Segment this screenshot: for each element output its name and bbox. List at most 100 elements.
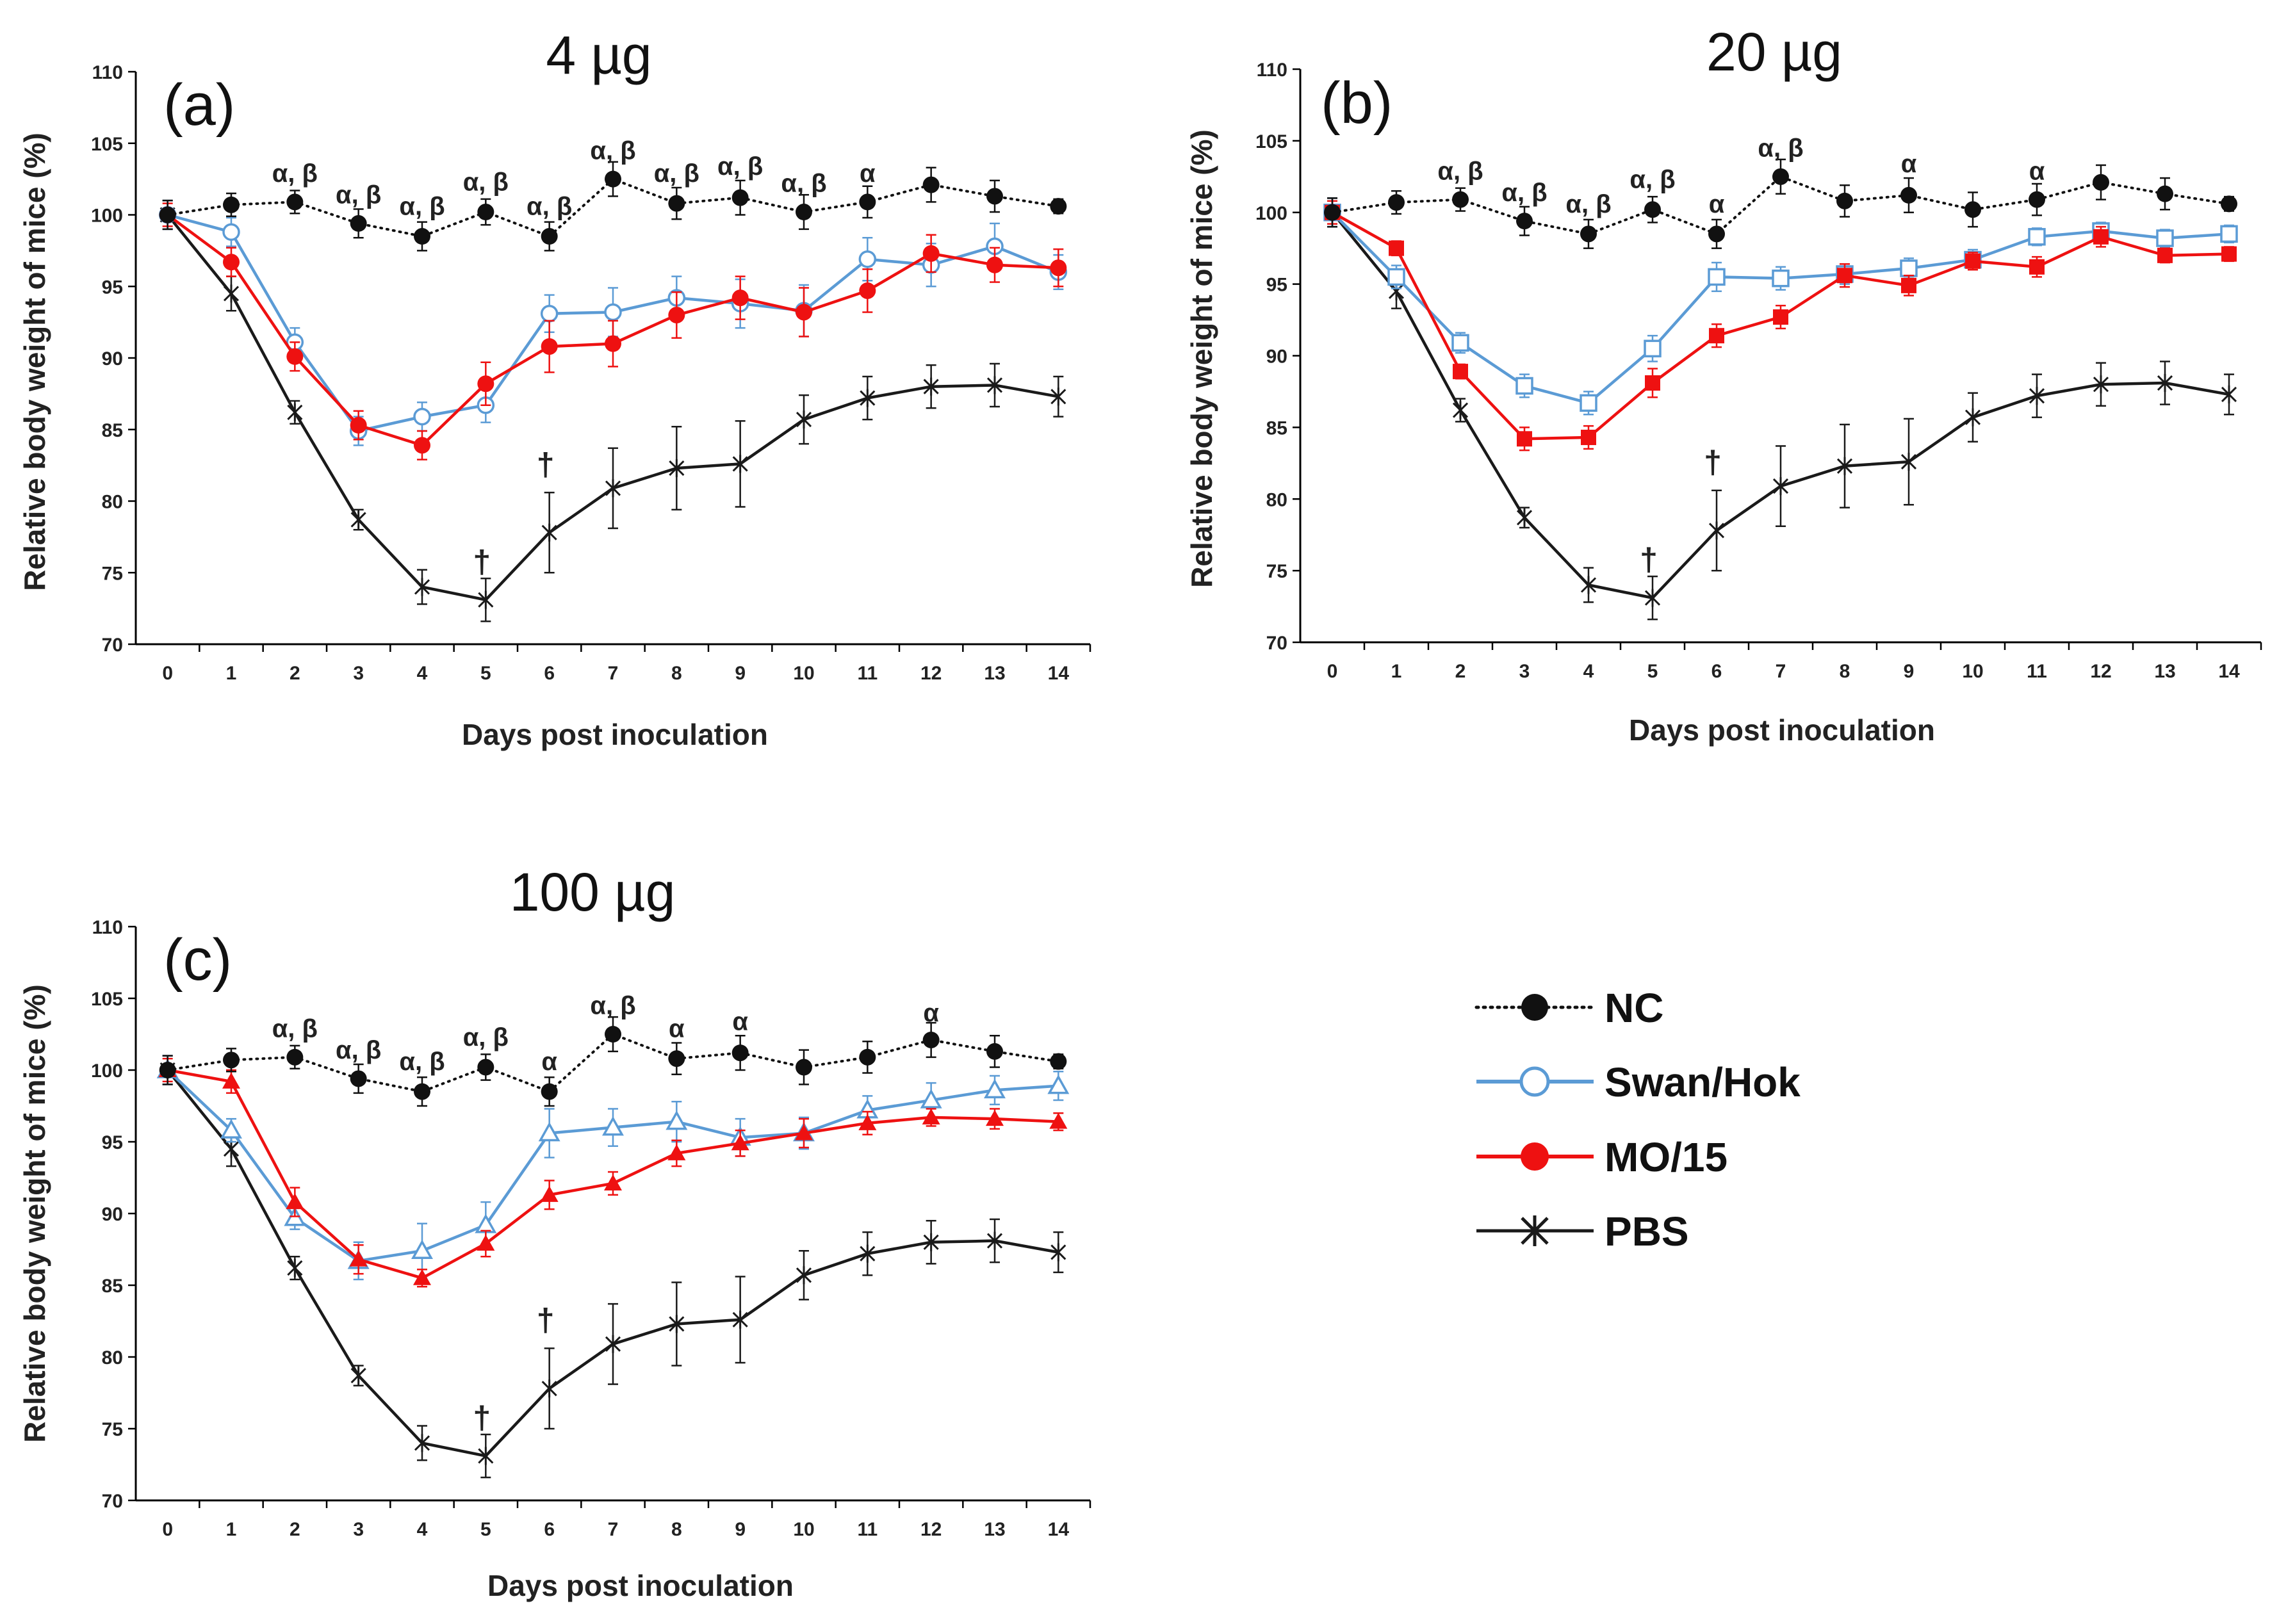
legend-label-nc: NC xyxy=(1605,985,1663,1031)
x-tick-label-a-6: 6 xyxy=(544,663,555,684)
panel-label-a: (a) xyxy=(163,72,235,138)
data-point-b-pbs-14 xyxy=(2221,385,2237,403)
data-point-a-pbs-4 xyxy=(414,578,430,596)
data-point-a-pbs-1 xyxy=(223,284,240,303)
x-tick-label-c-7: 7 xyxy=(608,1519,619,1540)
series-c-nc xyxy=(159,1016,1067,1107)
data-point-c-swan-hok-12 xyxy=(920,1089,942,1108)
data-point-b-pbs-10 xyxy=(1964,408,1981,426)
data-point-c-swan-hok-1 xyxy=(220,1119,242,1139)
data-point-a-nc-7 xyxy=(605,170,621,188)
data-point-c-swan-hok-6 xyxy=(538,1121,560,1142)
series-c-mo-15 xyxy=(158,1057,1068,1288)
data-point-a-pbs-11 xyxy=(860,389,876,407)
y-tick-label-c-85: 85 xyxy=(102,1276,123,1297)
data-point-a-pbs-14 xyxy=(1050,387,1066,406)
y-tick-label-a-100: 100 xyxy=(91,206,123,227)
data-point-a-swan-hok-1 xyxy=(222,223,240,241)
data-point-b-swan-hok-6 xyxy=(1708,268,1726,286)
x-tick-label-b-12: 12 xyxy=(2090,661,2111,682)
data-point-b-nc-12 xyxy=(2093,174,2109,191)
data-point-a-nc-11 xyxy=(859,193,876,211)
data-point-a-mo-15-7 xyxy=(605,335,621,352)
legend-swatch-nc-marker xyxy=(1521,994,1548,1021)
y-tick-label-b-85: 85 xyxy=(1266,418,1287,439)
panel-label-b: (b) xyxy=(1321,70,1393,136)
x-axis-title-b: Days post inoculation xyxy=(1629,713,1935,747)
y-tick-label-b-75: 75 xyxy=(1266,561,1287,582)
data-point-b-nc-1 xyxy=(1388,194,1405,211)
y-tick-label-b-105: 105 xyxy=(1255,131,1287,152)
data-point-c-mo-15-7 xyxy=(604,1174,622,1190)
data-point-b-swan-hok-4 xyxy=(1580,394,1597,412)
data-point-a-mo-15-2 xyxy=(286,348,304,365)
data-point-b-pbs-8 xyxy=(1836,457,1853,475)
data-point-b-nc-10 xyxy=(1964,201,1981,218)
data-point-c-pbs-13 xyxy=(986,1231,1003,1250)
data-point-a-nc-13 xyxy=(986,188,1003,205)
annotation-c-8: α xyxy=(923,999,939,1027)
annotation-b-1: α, β xyxy=(1501,179,1547,207)
x-tick-label-a-2: 2 xyxy=(290,663,300,684)
y-tick-label-c-75: 75 xyxy=(102,1419,123,1440)
data-point-b-pbs-13 xyxy=(2157,374,2173,393)
data-point-c-nc-4 xyxy=(414,1083,430,1100)
legend-entry-swan-hok: Swan/Hok xyxy=(1476,1059,1801,1105)
x-tick-label-c-10: 10 xyxy=(793,1519,814,1540)
data-point-a-nc-8 xyxy=(668,195,685,212)
data-point-c-nc-2 xyxy=(286,1048,304,1066)
data-point-a-nc-1 xyxy=(223,196,240,213)
data-point-b-swan-hok-2 xyxy=(1451,334,1469,352)
data-point-b-nc-4 xyxy=(1580,225,1597,243)
data-point-b-swan-hok-9 xyxy=(1900,259,1918,277)
legend-swatch-pbs-marker xyxy=(1521,1215,1549,1246)
data-point-a-nc-0 xyxy=(159,206,176,223)
data-point-b-mo-15-7 xyxy=(1773,309,1788,325)
series-c-pbs xyxy=(159,1055,1066,1479)
legend-entry-mo15: MO/15 xyxy=(1476,1134,1727,1180)
annotation-b-2: α, β xyxy=(1565,190,1611,218)
x-tick-label-c-12: 12 xyxy=(920,1519,942,1540)
data-point-c-swan-hok-7 xyxy=(602,1116,624,1136)
data-point-a-mo-15-8 xyxy=(668,306,685,323)
annotation-b-3: α, β xyxy=(1629,166,1675,194)
data-point-c-nc-0 xyxy=(159,1062,176,1078)
x-tick-label-c-8: 8 xyxy=(671,1519,682,1540)
y-tick-label-c-95: 95 xyxy=(102,1132,123,1153)
y-tick-label-a-85: 85 xyxy=(102,420,123,441)
annotation-a-11: † xyxy=(537,446,555,482)
x-tick-label-a-10: 10 xyxy=(793,663,814,684)
data-point-b-nc-9 xyxy=(1900,186,1917,204)
data-point-a-mo-15-5 xyxy=(477,375,494,393)
data-point-a-pbs-8 xyxy=(669,459,685,478)
y-tick-label-a-110: 110 xyxy=(92,62,123,83)
y-tick-label-b-110: 110 xyxy=(1257,60,1287,81)
annotation-c-1: α, β xyxy=(336,1036,381,1064)
data-point-b-mo-15-3 xyxy=(1517,431,1532,447)
data-point-c-nc-11 xyxy=(859,1048,876,1066)
data-point-b-mo-15-4 xyxy=(1581,430,1596,446)
x-tick-label-b-1: 1 xyxy=(1391,661,1402,682)
annotation-c-9: † xyxy=(473,1400,491,1436)
data-point-a-swan-hok-4 xyxy=(413,407,431,426)
data-point-c-mo-15-14 xyxy=(1049,1112,1068,1129)
data-point-a-nc-5 xyxy=(477,204,494,221)
annotation-b-0: α, β xyxy=(1437,157,1483,185)
data-point-c-pbs-14 xyxy=(1050,1243,1066,1262)
x-tick-label-c-9: 9 xyxy=(735,1519,746,1540)
data-point-b-mo-15-14 xyxy=(2221,246,2237,262)
x-tick-label-c-2: 2 xyxy=(290,1519,300,1540)
annotation-c-0: α, β xyxy=(272,1014,318,1043)
y-tick-label-a-70: 70 xyxy=(102,635,123,656)
y-tick-label-a-90: 90 xyxy=(102,348,123,369)
x-tick-label-b-8: 8 xyxy=(1840,661,1850,682)
chart-title-b: 20 µg xyxy=(1706,22,1842,82)
data-point-b-nc-13 xyxy=(2157,185,2173,202)
data-point-c-pbs-11 xyxy=(860,1244,876,1263)
x-tick-label-c-0: 0 xyxy=(162,1519,173,1540)
y-tick-label-b-95: 95 xyxy=(1266,275,1287,296)
data-point-c-nc-5 xyxy=(477,1059,494,1076)
